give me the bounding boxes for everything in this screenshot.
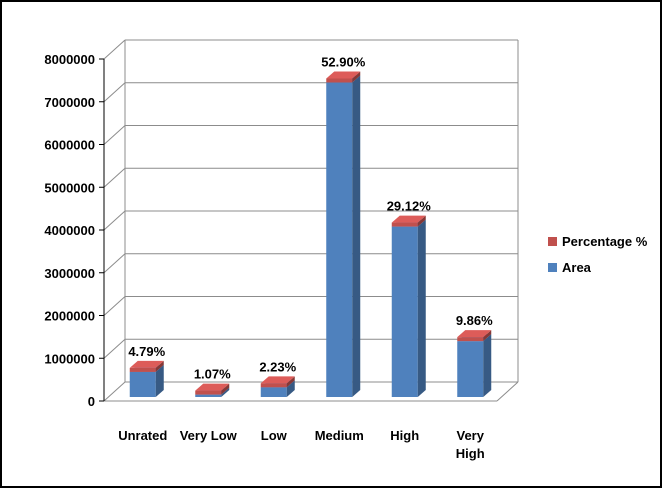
y-tick-label: 3000000 (44, 266, 95, 281)
legend-label-area: Area (562, 259, 591, 275)
gridline-side (103, 210, 126, 231)
legend-label-percentage: Percentage % (562, 233, 648, 249)
legend-swatch-area (548, 262, 557, 272)
percentage-bar-front (129, 367, 156, 372)
area-bar-front (326, 82, 353, 397)
x-tick-label: Very (457, 428, 485, 443)
area-bar-front (457, 341, 484, 397)
percentage-bar-top (260, 376, 295, 384)
area-bar-side (155, 364, 164, 397)
gridline-side (103, 381, 126, 402)
area-bar-front (391, 226, 418, 397)
area-bar-front (195, 394, 222, 397)
percentage-bar-side (155, 360, 164, 372)
gridline-side (103, 39, 126, 60)
y-tick-label: 0 (88, 394, 95, 409)
percentage-bar-front (457, 337, 484, 342)
gridline-side (103, 253, 126, 274)
percentage-bar-side (352, 71, 361, 83)
x-tick-label: High (390, 428, 419, 443)
percentage-bar-top (195, 383, 230, 391)
area-bar-front (129, 371, 156, 397)
x-tick-label: High (456, 446, 485, 461)
data-label: 9.86% (456, 313, 493, 328)
floor-right-edge (496, 381, 519, 402)
y-tick-label: 7000000 (44, 95, 95, 110)
data-label: 2.23% (259, 359, 296, 374)
y-tick-label: 8000000 (44, 52, 95, 67)
area-bar-side (286, 380, 295, 397)
x-tick-label: Very Low (180, 428, 238, 443)
legend-item-percentage: Percentage % (548, 228, 647, 254)
y-tick-label: 2000000 (44, 309, 95, 324)
percentage-bar-side (417, 215, 426, 227)
y-tick-label: 1000000 (44, 351, 95, 366)
percentage-bar-top (391, 215, 426, 223)
percentage-bar-top (457, 330, 492, 338)
data-label: 52.90% (321, 55, 366, 70)
percentage-bar-front (260, 383, 287, 388)
x-tick-label: Medium (315, 428, 364, 443)
percentage-bar-front (391, 222, 418, 227)
percentage-bar-front (326, 78, 353, 83)
area-bar-side (221, 387, 230, 397)
percentage-bar-side (286, 376, 295, 388)
y-tick-label: 6000000 (44, 138, 95, 153)
area-bar-side (483, 334, 492, 397)
gridline-side (103, 125, 126, 145)
y-tick-label: 4000000 (44, 223, 95, 238)
gridline-side (103, 296, 126, 316)
x-tick-label: Low (261, 428, 288, 443)
gridline-side (103, 338, 126, 359)
percentage-bar-front (195, 390, 222, 395)
legend-swatch-percentage (548, 236, 557, 246)
gridline-side (103, 82, 126, 103)
percentage-bar-top (326, 71, 361, 79)
legend-item-area: Area (548, 254, 647, 280)
area-bar-side (417, 219, 426, 397)
data-label: 4.79% (128, 344, 165, 359)
area-bar-side (352, 75, 361, 397)
y-tick-label: 5000000 (44, 180, 95, 195)
percentage-bar-side (483, 330, 492, 342)
area-bar-front (260, 387, 287, 397)
data-label: 29.12% (387, 199, 432, 214)
x-tick-label: Unrated (118, 428, 167, 443)
percentage-bar-top (129, 360, 164, 368)
percentage-bar-side (221, 383, 230, 395)
legend: Percentage % Area (548, 228, 647, 280)
data-label: 1.07% (194, 367, 231, 382)
gridline-side (103, 167, 126, 188)
